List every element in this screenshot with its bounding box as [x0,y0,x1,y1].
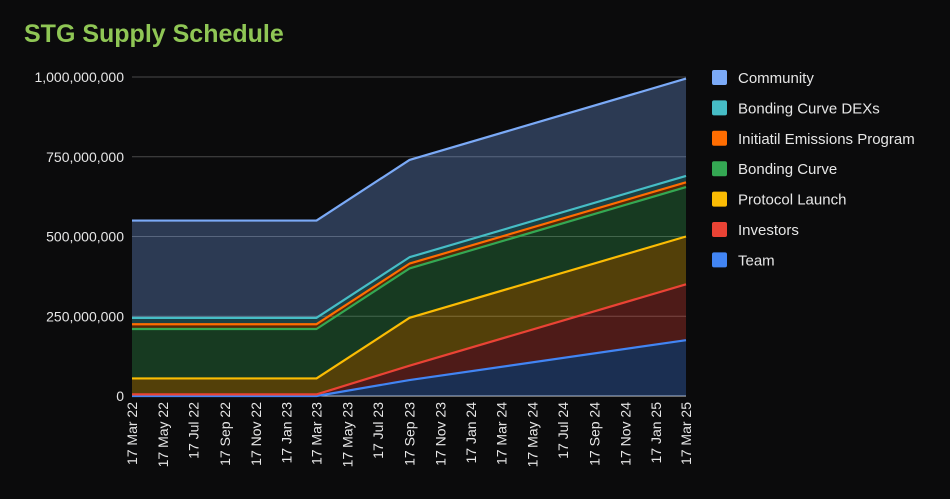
x-tick-label: 17 Jul 22 [186,402,202,459]
chart-title: STG Supply Schedule [24,20,284,48]
area-community [132,78,686,318]
area-series [132,78,686,396]
x-tick-label: 17 Sep 22 [217,402,233,466]
legend-label: Investors [738,222,799,239]
legend-swatch [712,130,727,146]
y-axis-ticks: 0 250,000,000 500,000,000 750,000,000 1,000,… [34,69,124,404]
legend-item[interactable]: Investors [712,222,799,239]
legend-label: Bonding Curve [738,161,837,178]
line-initiatil-emissions-program [132,181,687,326]
legend-swatch [712,70,727,85]
x-tick-label: 17 May 22 [155,402,171,468]
x-axis-ticks: 17 Mar 22 17 May 22 17 Jul 22 17 Sep 22 17 N… [124,402,694,468]
legend-item[interactable]: Team [712,252,775,269]
y-tick-label: 750,000,000 [46,149,124,165]
y-tick-label: 0 [116,388,124,404]
legend-label: Community [738,70,814,87]
legend-item[interactable]: Bonding Curve [712,161,837,178]
x-tick-label: 17 Nov 23 [432,402,448,466]
legend-swatch [712,100,727,116]
x-tick-label: 17 Nov 22 [248,402,264,466]
line-bonding-curve [132,185,687,331]
x-tick-label: 17 Sep 23 [402,402,418,466]
legend: Community Bonding Curve DEXs Initiatil Emi… [712,70,915,269]
area-investors [132,284,686,396]
x-tick-label: 17 Sep 24 [587,402,603,466]
line-team [132,339,687,398]
x-tick-label: 17 Mar 24 [494,402,510,465]
area-team [132,340,686,396]
x-tick-label: 17 Mar 22 [124,402,140,465]
x-tick-label: 17 May 24 [524,402,540,468]
legend-swatch [712,222,727,237]
legend-swatch [712,252,727,268]
legend-label: Initiatil Emissions Program [738,131,915,148]
legend-swatch [712,161,727,177]
x-tick-label: 17 Mar 25 [678,402,694,465]
legend-item[interactable]: Bonding Curve DEXs [712,100,880,117]
x-tick-label: 17 Jan 24 [463,402,479,464]
area-bonding-curve [132,187,686,379]
x-tick-label: 17 May 23 [339,402,355,468]
y-tick-label: 1,000,000,000 [34,69,124,85]
x-tick-label: 17 Jan 23 [279,402,295,464]
legend-item[interactable]: Initiatil Emissions Program [712,130,915,148]
legend-label: Team [738,252,775,269]
legend-item[interactable]: Community [712,70,814,87]
x-tick-label: 17 Mar 23 [308,402,324,465]
x-tick-label: 17 Jan 25 [648,402,664,464]
line-investors [132,283,687,396]
x-tick-label: 17 Nov 24 [617,402,633,466]
y-tick-label: 500,000,000 [46,229,124,245]
line-protocol-launch [132,235,687,380]
y-tick-label: 250,000,000 [46,308,124,324]
legend-item[interactable]: Protocol Launch [712,191,846,209]
series-lines [132,77,687,398]
legend-swatch [712,191,727,207]
x-tick-label: 17 Jul 23 [370,402,386,459]
x-tick-label: 17 Jul 24 [555,402,571,459]
line-bonding-curve-dexs [132,174,687,319]
line-community [132,77,687,222]
legend-label: Bonding Curve DEXs [738,100,880,117]
legend-label: Protocol Launch [738,192,846,209]
